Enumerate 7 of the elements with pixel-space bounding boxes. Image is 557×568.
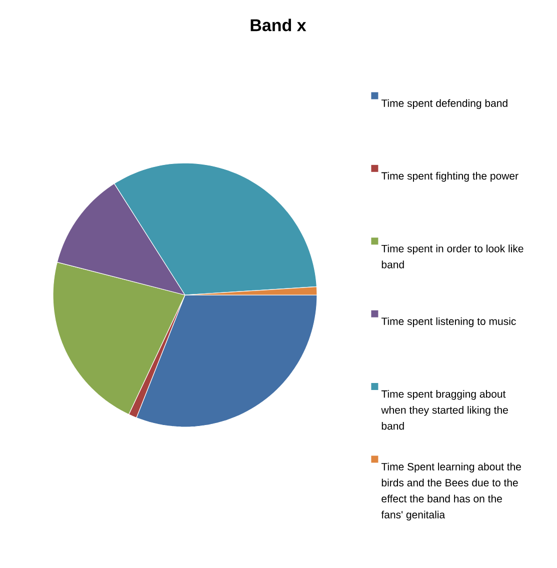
legend-label: Time spent defending band [381,99,508,110]
legend-label: Time Spent learning about the birds and the Bees due to the effect the band has on the fans' genitalia [381,462,521,520]
legend-label: Time spent listening to music [381,317,516,328]
chart-title: Band x [250,18,306,32]
legend-label: Time spent in order to look like band [381,244,524,268]
legend-label: Time spent fighting the power [381,172,518,182]
legend-label: Time spent bragging about when they started liking the band [381,390,508,430]
